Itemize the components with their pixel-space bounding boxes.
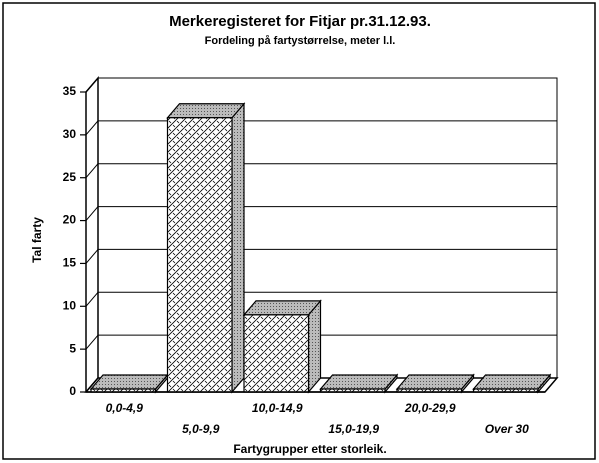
- bar-side: [231, 102, 245, 394]
- x-tick-label: 10,0-14,9: [252, 401, 303, 415]
- bar: [166, 117, 233, 393]
- grid-line: [85, 77, 99, 93]
- bar-top: [166, 103, 246, 119]
- grid-line: [85, 163, 99, 179]
- grid-line: [85, 120, 99, 136]
- x-tick-label: 15,0-19,9: [328, 422, 379, 436]
- y-tick-label: 0: [69, 384, 76, 398]
- grid-line: [85, 291, 99, 307]
- y-tick-label: 10: [63, 298, 77, 312]
- x-axis-label: Fartygrupper etter storleik.: [233, 442, 386, 456]
- bar-top: [242, 300, 322, 316]
- chart-title: Merkeregisteret for Fitjar pr.31.12.93.: [169, 13, 431, 30]
- grid-line: [85, 206, 99, 221]
- y-tick-label: 15: [63, 256, 77, 270]
- bar-top: [89, 374, 169, 390]
- back-wall: [97, 77, 558, 379]
- grid-line: [85, 334, 99, 350]
- y-tick-label: 35: [63, 84, 77, 98]
- bar-top: [472, 374, 552, 390]
- y-tick-label: 30: [63, 127, 77, 141]
- y-tick-label: 20: [63, 213, 77, 227]
- y-axis-label: Tal farty: [30, 217, 44, 263]
- grid-line: [85, 377, 99, 393]
- bar-top: [319, 374, 399, 390]
- bar: [243, 314, 310, 393]
- x-tick-label: 5,0-9,9: [182, 422, 220, 436]
- chart-subtitle: Fordeling på fartystørrelse, meter l.l.: [205, 35, 396, 47]
- y-tick-label: 25: [63, 170, 77, 184]
- x-tick-label: 20,0-29,9: [404, 401, 456, 415]
- y-tick-label: 5: [69, 341, 76, 355]
- grid-line: [85, 249, 99, 264]
- x-tick-label: 0,0-4,9: [106, 401, 144, 415]
- x-tick-label: Over 30: [485, 422, 529, 436]
- bar-top: [395, 374, 475, 390]
- bar-side: [307, 299, 322, 394]
